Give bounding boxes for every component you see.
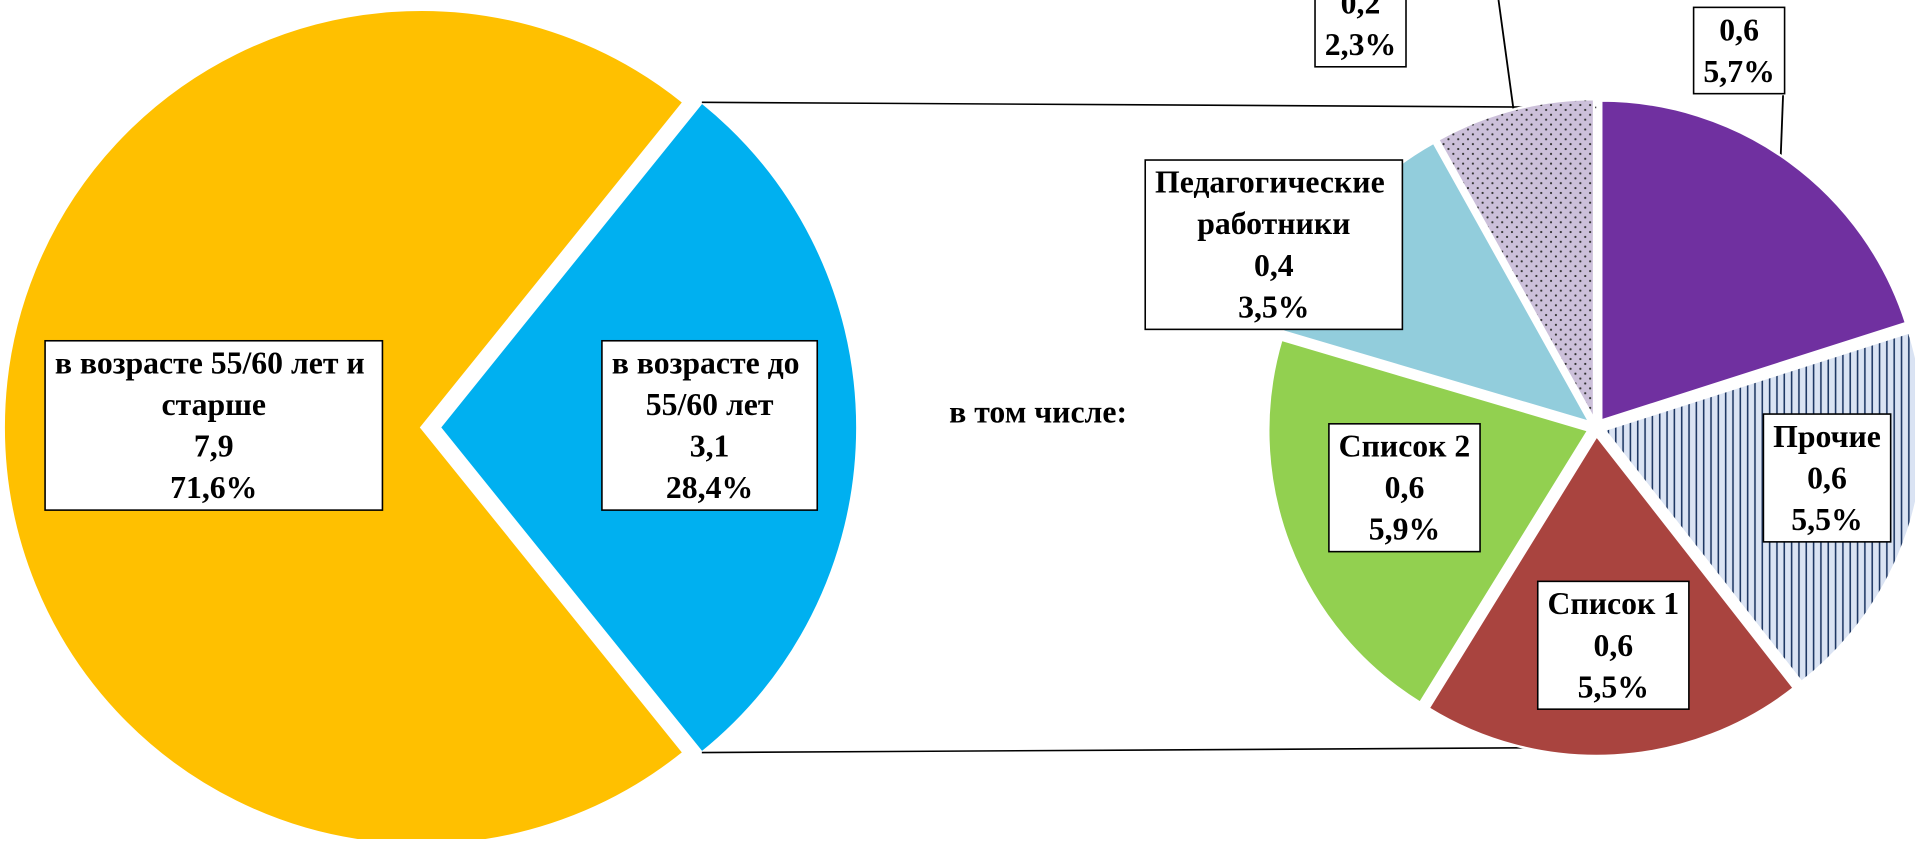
label-box	[1536, 580, 1690, 710]
pie-slice	[1600, 99, 1908, 423]
percent-label: 5,9%	[1369, 512, 1440, 547]
label-box	[1328, 423, 1481, 553]
percent-label: 3,5%	[1238, 289, 1309, 324]
label-box	[1762, 413, 1892, 543]
data-label: 0,6 5,7%	[1692, 6, 1786, 95]
value-label: 0,6	[1385, 470, 1425, 505]
label-box	[1144, 159, 1404, 331]
value-label: 0,6	[1807, 460, 1847, 495]
category-label: Прочие	[1773, 419, 1881, 454]
data-label: Список 1 0,6 5,5%	[1536, 580, 1690, 710]
leader-line	[1497, 0, 1516, 117]
label-box	[601, 339, 819, 511]
label-box	[1692, 6, 1786, 95]
label-box	[1314, 0, 1407, 68]
percent-label: 28,4%	[666, 470, 753, 505]
value-label: 0,6	[1593, 628, 1633, 663]
percent-label: 2,3%	[1325, 27, 1396, 62]
category-label: Список 2	[1339, 429, 1471, 464]
value-label: 3,1	[690, 429, 730, 464]
percent-label: 5,7%	[1703, 54, 1774, 89]
value-label: 7,9	[194, 429, 234, 464]
category-label: Педагогические работники	[1155, 165, 1393, 242]
percent-label: 5,5%	[1791, 502, 1862, 537]
data-label: в возрасте до 55/60 лет 3,1 28,4%	[601, 339, 819, 511]
connector	[701, 746, 1597, 754]
value-label: 0,4	[1254, 248, 1294, 283]
category-label: Список 1	[1548, 586, 1680, 621]
value-label: 0,6	[1719, 12, 1759, 47]
pie-slice	[1436, 97, 1596, 424]
label-box	[44, 339, 384, 511]
category-label: в возрасте 55/60 лет и старше	[55, 346, 373, 423]
data-label: в возрасте 55/60 лет и старше 7,9 71,6%	[44, 339, 384, 511]
data-label: 0,2 2,3%	[1314, 0, 1407, 68]
connector	[701, 101, 1597, 109]
value-label: 0,2	[1341, 0, 1381, 20]
category-label: в возрасте до 55/60 лет	[612, 346, 808, 423]
data-label: Прочие 0,6 5,5%	[1762, 413, 1892, 543]
data-label: Педагогические работники 0,4 3,5%	[1144, 159, 1404, 331]
leader-line	[1779, 95, 1784, 159]
data-label: Список 2 0,6 5,9%	[1328, 423, 1481, 553]
percent-label: 5,5%	[1578, 669, 1649, 704]
sub-title: в том числе:	[949, 395, 1127, 430]
percent-label: 71,6%	[170, 470, 257, 505]
